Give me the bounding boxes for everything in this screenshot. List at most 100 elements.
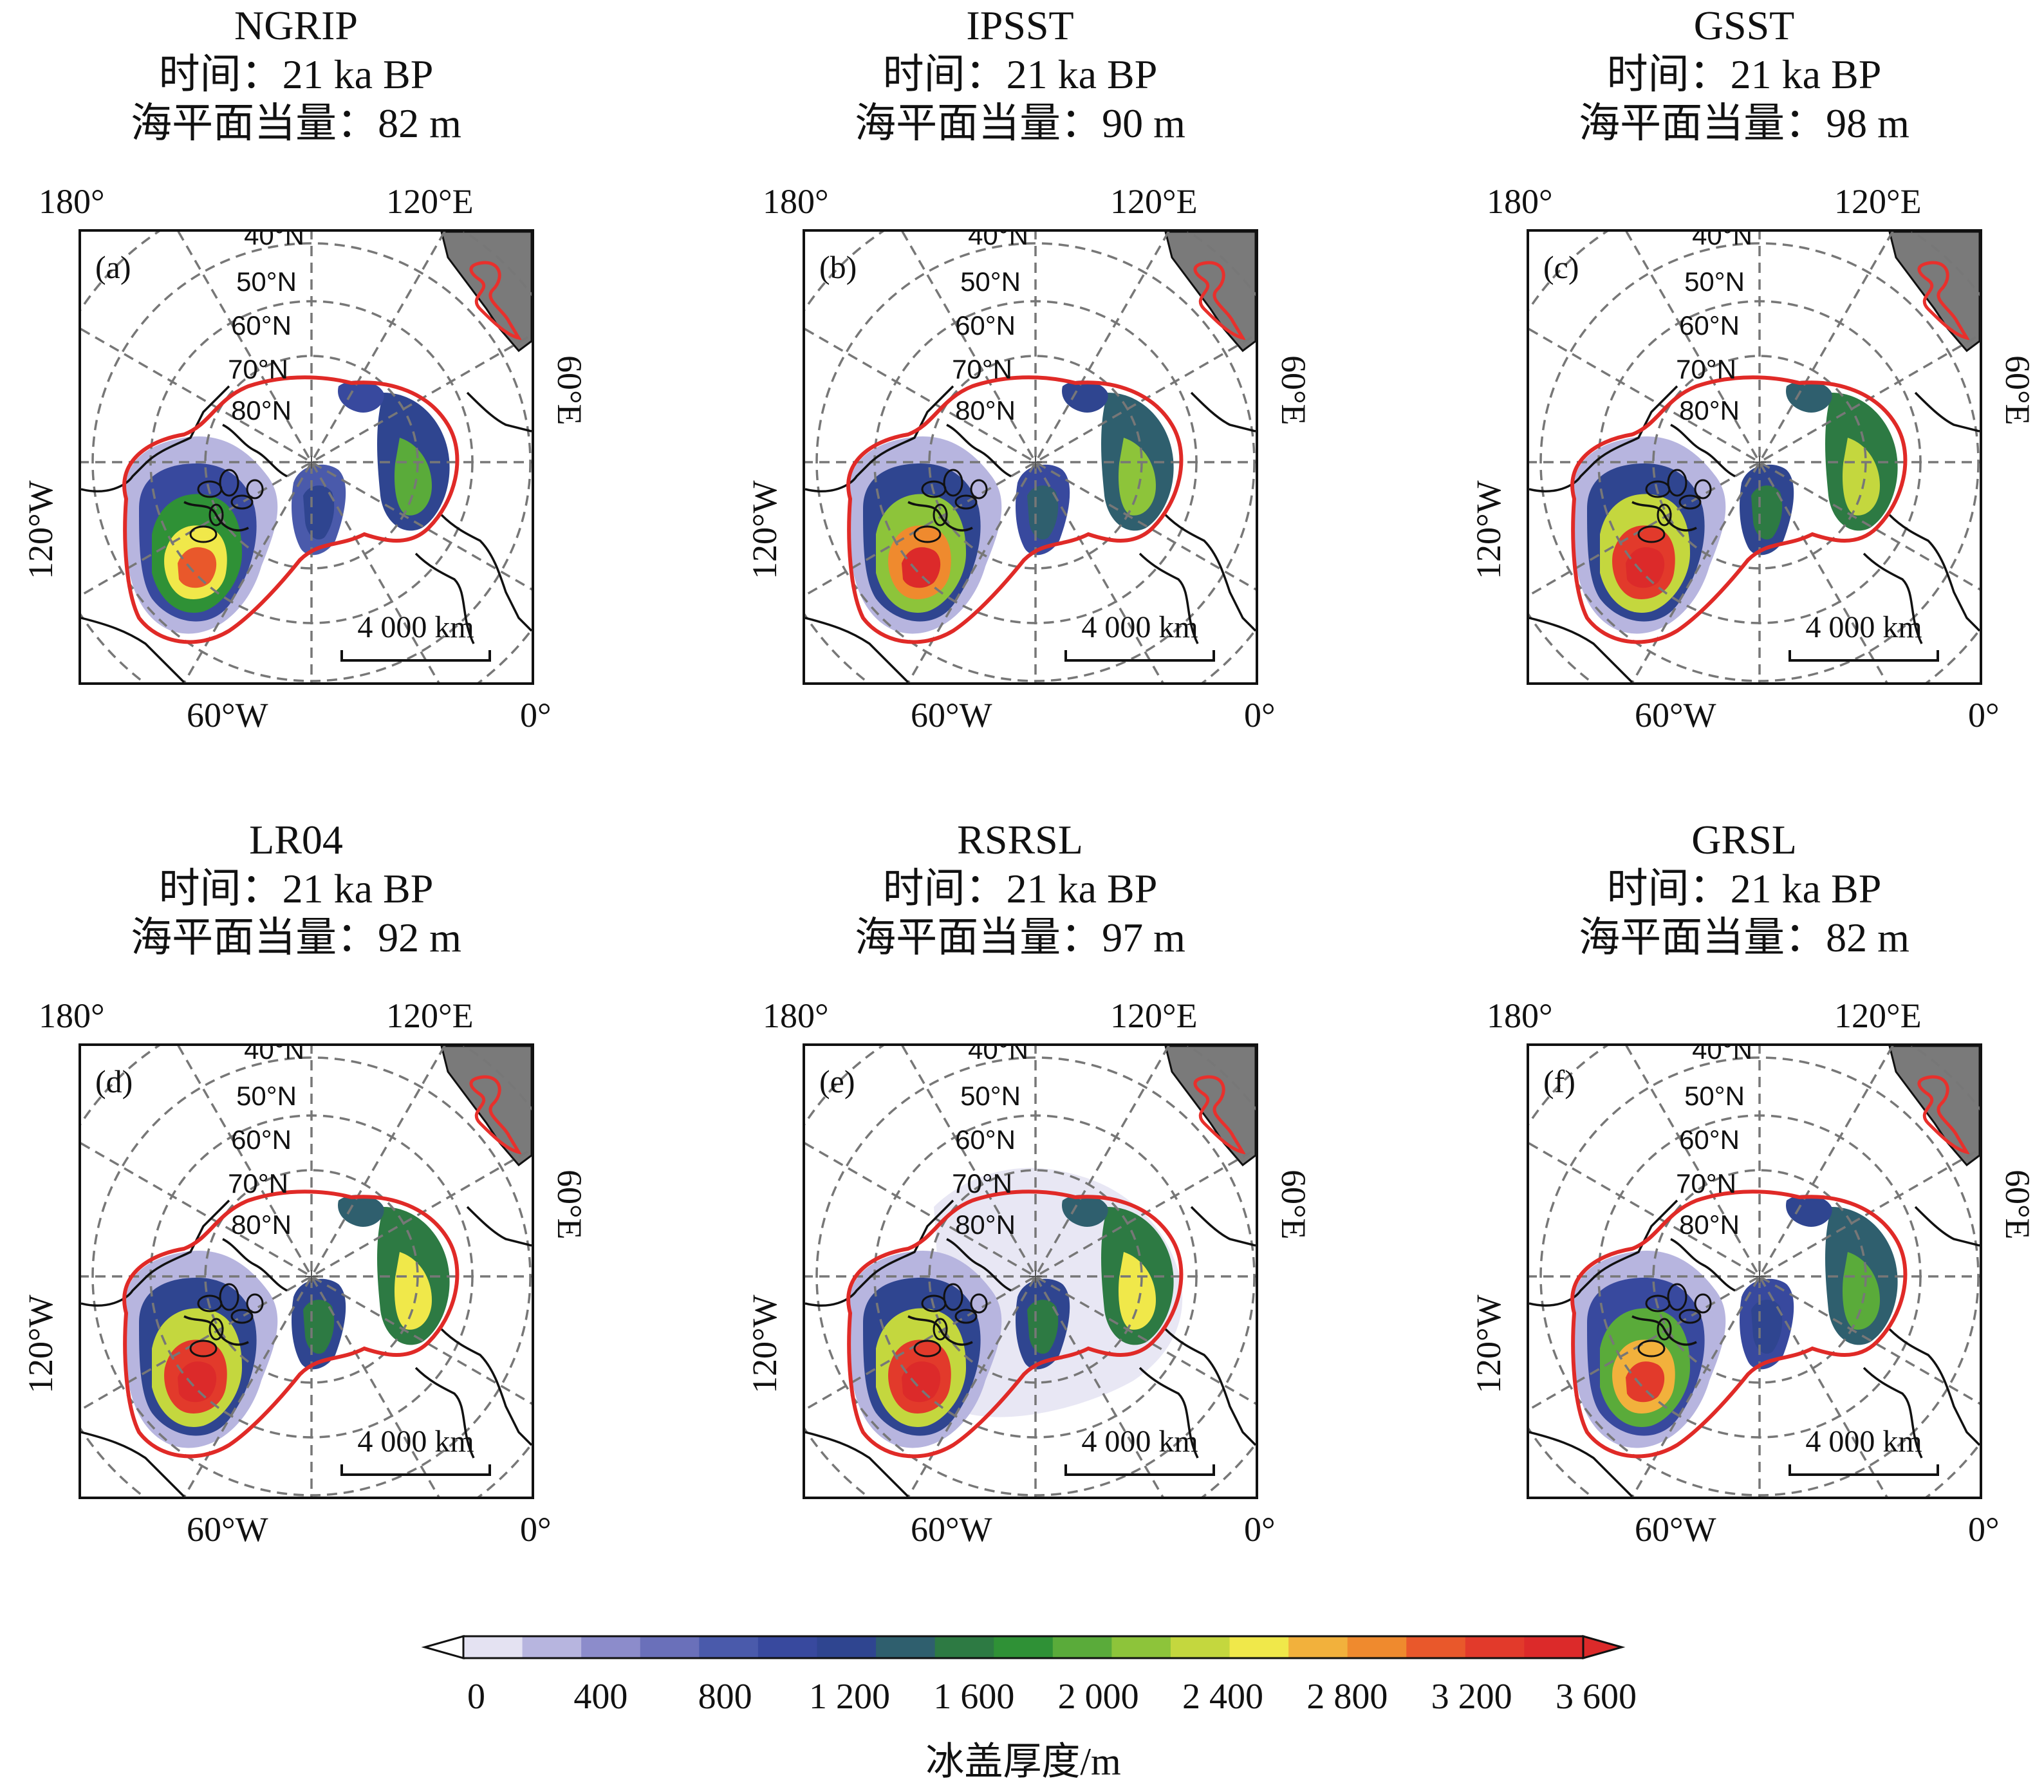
island-outline: [1678, 1309, 1702, 1324]
lon-label-0: 0°: [1968, 696, 2000, 734]
panel-letter: (c): [1543, 249, 1579, 285]
latitude-label: 50°N: [1684, 1081, 1745, 1111]
island-outline: [1667, 1283, 1687, 1311]
siberia-ice-margin: [1917, 1075, 1971, 1155]
colorbar-segment: [1111, 1636, 1171, 1658]
coastline: [1529, 1431, 1633, 1497]
panel-sea-level: 海平面当量：82 m: [131, 100, 461, 146]
coastline: [1670, 1238, 1736, 1292]
colorbar-tick-label: 2 800: [1306, 1677, 1388, 1717]
lon-label-120e: 120°E: [386, 996, 474, 1035]
lgm-ice-margin: [122, 1190, 460, 1459]
colorbar-segment: [522, 1636, 582, 1658]
colorbar-tick-label: 3 600: [1556, 1677, 1637, 1717]
island-outline: [1694, 1293, 1712, 1314]
coastline: [414, 552, 475, 644]
latitude-label: 70°N: [1676, 354, 1736, 384]
panel-time: 时间：21 ka BP: [882, 866, 1158, 911]
lgm-ice-margin: [1570, 375, 1908, 644]
panel-title: RSRSL: [957, 817, 1083, 863]
siberia-ice-margin: [469, 1075, 523, 1155]
lon-label-0: 0°: [1244, 1510, 1276, 1549]
colorbar-segment: [817, 1636, 877, 1658]
lon-label-120w: 120°W: [21, 1294, 60, 1394]
island-outline: [954, 1309, 978, 1324]
barents-ice: [1786, 1195, 1832, 1227]
latitude-label: 40°N: [1692, 1046, 1752, 1065]
colorbar-frame: [462, 1635, 1584, 1659]
island-outline: [230, 1309, 254, 1324]
coastline: [222, 1238, 288, 1292]
panel-title: GRSL: [1691, 817, 1797, 863]
colorbar-segment: [699, 1636, 759, 1658]
coastline: [414, 1367, 475, 1459]
coastline: [440, 514, 532, 632]
colorbar-segment: [1524, 1636, 1584, 1658]
colorbar-tick-label: 1 600: [933, 1677, 1015, 1717]
scale-bar-label: 4 000 km: [357, 610, 474, 644]
scale-bar: [1789, 1464, 1939, 1476]
latitude-label: 50°N: [1684, 266, 1745, 297]
lgm-ice-margin: [846, 1190, 1184, 1459]
lon-label-60w: 60°W: [187, 696, 268, 734]
map-canvas: 40°N 50°N 60°N 70°N 80°N (c) 4 000 km: [1529, 232, 1980, 682]
lgm-ice-margin: [122, 375, 460, 644]
coastline: [81, 1199, 230, 1307]
latitude-label: 50°N: [236, 1081, 297, 1111]
lon-label-120e: 120°E: [386, 182, 474, 221]
coastline: [81, 385, 230, 492]
island-outline: [1657, 503, 1672, 527]
island-outline: [230, 494, 254, 510]
scale-bar: [1789, 650, 1939, 662]
island-outline: [913, 525, 942, 543]
lon-label-60w: 60°W: [911, 1510, 992, 1549]
coastline: [1914, 1206, 1980, 1247]
siberia-land: [1164, 232, 1256, 353]
north-pole-marker: [1029, 1270, 1042, 1283]
coastline: [1863, 1367, 1923, 1459]
island-outline: [189, 1339, 218, 1358]
coastline: [1914, 391, 1980, 433]
latitude-label: 60°N: [231, 310, 292, 341]
latitude-label: 80°N: [1679, 395, 1740, 425]
coastline: [805, 617, 909, 682]
polar-map: 40°N 50°N 60°N 70°N 80°N (f) 4 000 km: [1527, 1043, 1982, 1499]
map-panel: GSST 时间：21 ka BP 海平面当量：98 m 180° 120°E 120°W 6…: [1448, 0, 2044, 772]
lon-label-60w: 60°W: [187, 1510, 268, 1549]
map-canvas: 40°N 50°N 60°N 70°N 80°N (d) 4 000 km: [81, 1046, 532, 1497]
coastline: [466, 391, 532, 433]
siberia-ice-margin: [1193, 1075, 1247, 1155]
coastline: [1888, 1328, 1980, 1446]
scale-bar: [1064, 650, 1215, 662]
map-panel: IPSST 时间：21 ka BP 海平面当量：90 m 180° 120°E 120°W…: [724, 0, 1406, 772]
panel-time: 时间：21 ka BP: [158, 51, 434, 97]
north-pole-marker: [1753, 1270, 1766, 1283]
colorbar-segment: [581, 1636, 641, 1658]
coastline: [1631, 1315, 1697, 1346]
lon-label-0: 0°: [1244, 696, 1276, 734]
lon-label-120w: 120°W: [745, 1294, 784, 1394]
panel-sea-level: 海平面当量：90 m: [855, 100, 1185, 146]
laurentide-ice-layer: [1626, 1361, 1665, 1403]
map-canvas: 40°N 50°N 60°N 70°N 80°N (e) 4 000 km: [805, 1046, 1256, 1497]
coastline: [1190, 1206, 1256, 1247]
colorbar-ramp: [421, 1635, 1626, 1659]
coastline: [1529, 385, 1678, 492]
colorbar-max-arrow: [1582, 1635, 1626, 1659]
latitude-label: 50°N: [960, 1081, 1021, 1111]
island-outline: [1657, 1318, 1672, 1341]
lon-label-180: 180°: [39, 996, 105, 1035]
siberia-land: [1888, 232, 1980, 353]
island-outline: [219, 1283, 239, 1311]
latitude-label: 60°N: [955, 1125, 1016, 1155]
lon-label-60e: 60°E: [1998, 355, 2037, 425]
latitude-label: 40°N: [1692, 232, 1752, 250]
lon-label-0: 0°: [1968, 1510, 2000, 1549]
coastline: [440, 1328, 532, 1446]
panel-sea-level: 海平面当量：82 m: [1579, 915, 1909, 960]
coastline: [1670, 424, 1736, 478]
coastline: [1888, 514, 1980, 632]
colorbar-segment: [757, 1636, 817, 1658]
lon-label-180: 180°: [1487, 996, 1553, 1035]
polar-map: 40°N 50°N 60°N 70°N 80°N (d) 4 000 km: [79, 1043, 534, 1499]
